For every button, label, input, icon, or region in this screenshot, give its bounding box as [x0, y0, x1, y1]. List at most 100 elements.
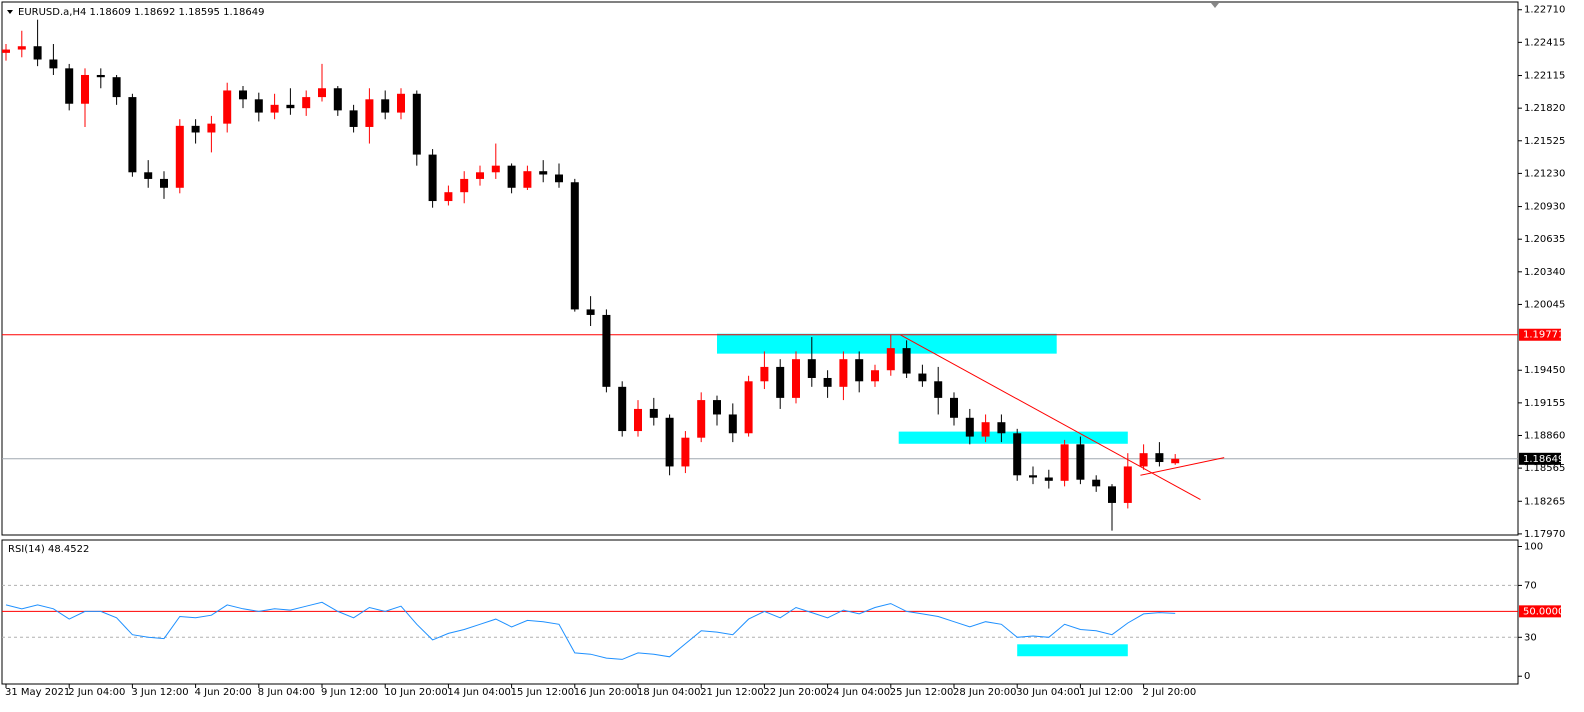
x-tick-label: 1 Jul 12:00 — [1079, 687, 1133, 698]
rsi-panel — [1, 539, 1519, 685]
price-level-label: 1.18649 — [1523, 454, 1564, 465]
candle-body — [665, 417, 674, 467]
x-tick-label: 10 Jun 20:00 — [384, 687, 448, 698]
x-tick-label: 21 Jun 12:00 — [700, 687, 764, 698]
candle-body — [223, 90, 232, 124]
candle-body — [17, 46, 26, 50]
rsi-tick-label: 30 — [1524, 632, 1537, 643]
y-tick-label: 1.20930 — [1524, 202, 1565, 213]
y-tick-label: 1.17970 — [1524, 529, 1565, 540]
rsi-tick-label: 70 — [1524, 580, 1537, 591]
trend-line — [900, 334, 1201, 501]
candle-body — [128, 97, 137, 173]
x-tick-label: 16 Jun 20:00 — [574, 687, 638, 698]
y-tick-label: 1.22710 — [1524, 5, 1565, 16]
candle-body — [318, 88, 326, 98]
candle-body — [555, 174, 563, 183]
candle-body — [697, 400, 706, 438]
main-panel — [1, 1, 1519, 536]
candle-body — [1076, 444, 1085, 480]
candle-body — [412, 93, 421, 155]
y-tick-label: 1.20635 — [1524, 234, 1565, 245]
x-tick-label: 28 Jun 20:00 — [953, 687, 1017, 698]
candle-body — [886, 348, 895, 371]
x-tick-label: 30 Jun 04:00 — [1016, 687, 1080, 698]
candle-body — [160, 178, 168, 188]
y-tick-label: 1.21525 — [1524, 136, 1565, 147]
x-tick-label: 31 May 2021 — [5, 687, 70, 698]
candle-body — [1155, 453, 1164, 463]
price-level-label: 1.19771 — [1523, 330, 1564, 341]
x-tick-label: 8 Jun 04:00 — [258, 687, 315, 698]
candle-body — [333, 88, 342, 111]
candle-body — [1139, 453, 1148, 467]
candle-body — [476, 172, 484, 179]
candle-body — [270, 104, 279, 113]
price-level-box — [1519, 328, 1561, 341]
candle-body — [286, 104, 295, 109]
y-tick-label: 1.18265 — [1524, 496, 1565, 507]
candle-body — [728, 414, 737, 434]
candle-body — [207, 123, 216, 133]
candle-body — [460, 178, 469, 193]
rsi-level-box — [1519, 605, 1561, 618]
candle-body — [1108, 486, 1116, 503]
candle-body — [918, 373, 927, 382]
candle-body — [807, 359, 816, 378]
x-tick-label: 3 Jun 12:00 — [131, 687, 188, 698]
candle-body — [507, 165, 516, 188]
candle-body — [965, 417, 974, 437]
candle-body — [523, 171, 532, 188]
candle-body — [934, 381, 943, 398]
price-level-box — [1519, 452, 1561, 465]
rsi-tick-label: 100 — [1524, 541, 1543, 552]
candle-body — [760, 366, 769, 382]
x-tick-label: 9 Jun 12:00 — [321, 687, 378, 698]
x-tick-label: 15 Jun 12:00 — [511, 687, 575, 698]
x-tick-label: 25 Jun 12:00 — [890, 687, 954, 698]
candle-body — [902, 348, 911, 374]
x-tick-label: 24 Jun 04:00 — [827, 687, 891, 698]
candle-body — [254, 99, 263, 113]
candle-body — [1044, 477, 1053, 481]
candle-body — [1029, 475, 1037, 478]
y-tick-label: 1.18565 — [1524, 463, 1565, 474]
candle-body — [239, 90, 247, 100]
candle-body — [381, 99, 390, 113]
candle-body — [602, 314, 611, 387]
candle-body — [744, 381, 753, 434]
candle-body — [1060, 444, 1069, 481]
y-tick-label: 1.21230 — [1524, 168, 1565, 179]
y-tick-label: 1.20340 — [1524, 267, 1565, 278]
candle-body — [33, 46, 42, 60]
candle-body — [997, 422, 1006, 434]
candle-body — [981, 422, 990, 437]
x-tick-label: 2 Jul 20:00 — [1143, 687, 1197, 698]
candle-body — [96, 74, 105, 78]
candle-body — [681, 437, 690, 467]
candle-body — [823, 377, 832, 387]
candle-body — [144, 172, 153, 179]
menu-arrow[interactable] — [7, 10, 13, 14]
candle-body — [191, 125, 200, 133]
rsi-zone — [1017, 644, 1128, 657]
candle-body — [1013, 433, 1022, 476]
candle-body — [1092, 479, 1101, 487]
candle-body — [1123, 466, 1132, 503]
candle-body — [570, 182, 579, 310]
y-tick-label: 1.22415 — [1524, 37, 1565, 48]
price-zone — [717, 333, 1057, 354]
shift-marker — [1211, 3, 1219, 8]
x-tick-label: 22 Jun 20:00 — [763, 687, 827, 698]
candle-body — [112, 77, 121, 98]
candle-body — [618, 386, 627, 432]
candle-body — [776, 366, 785, 398]
y-tick-label: 1.19450 — [1524, 365, 1565, 376]
candle-body — [49, 59, 58, 69]
candle-body — [586, 309, 595, 315]
x-tick-label: 4 Jun 20:00 — [195, 687, 252, 698]
rsi-tick-label: 0 — [1524, 671, 1530, 682]
y-tick-label: 1.18860 — [1524, 430, 1565, 441]
